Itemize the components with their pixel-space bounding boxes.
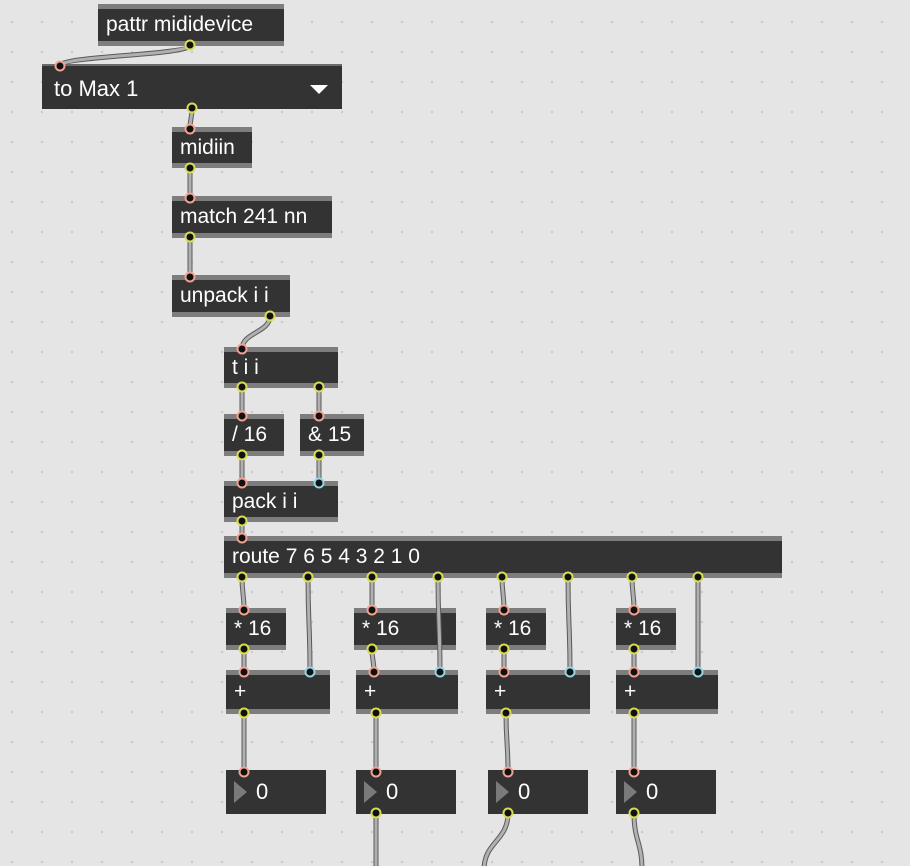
triangle-icon xyxy=(364,781,377,803)
patch-cable[interactable] xyxy=(240,315,272,350)
patch-cable[interactable] xyxy=(305,576,313,673)
number-value: 0 xyxy=(646,779,659,804)
divide-object[interactable]: / 16 xyxy=(224,414,284,456)
patch-cable[interactable] xyxy=(188,107,194,130)
pattr-object[interactable]: pattr mididevice xyxy=(98,4,284,46)
patch-cable[interactable] xyxy=(370,648,376,673)
triangle-icon xyxy=(234,781,247,803)
patch-cable[interactable] xyxy=(503,712,511,773)
patch-cable[interactable] xyxy=(630,576,636,611)
patch-cable[interactable] xyxy=(240,576,246,611)
patch-cable[interactable] xyxy=(565,576,573,673)
patch-cable[interactable] xyxy=(58,43,192,68)
patch-cable[interactable] xyxy=(499,576,507,611)
number-box[interactable]: 0 xyxy=(616,770,716,814)
number-box[interactable]: 0 xyxy=(488,770,588,814)
bitand-object[interactable]: & 15 xyxy=(300,414,364,456)
patch-cable[interactable] xyxy=(631,812,645,866)
patch-cable[interactable] xyxy=(239,315,273,350)
midiin-object[interactable]: midiin xyxy=(172,127,252,168)
patch-cable[interactable] xyxy=(500,576,506,611)
triangle-icon xyxy=(496,781,509,803)
patch-cable[interactable] xyxy=(481,812,511,866)
patch-cable[interactable] xyxy=(629,576,637,611)
menu-selected-label: to Max 1 xyxy=(54,76,139,101)
patch-cable[interactable] xyxy=(504,712,510,773)
add-object[interactable]: + xyxy=(356,670,458,714)
add-object[interactable]: + xyxy=(486,670,590,714)
patch-cable[interactable] xyxy=(187,107,195,130)
number-box[interactable]: 0 xyxy=(226,770,326,814)
trigger-object[interactable]: t i i xyxy=(224,347,338,388)
unpack-object[interactable]: unpack i i xyxy=(172,275,290,317)
match-object[interactable]: match 241 nn xyxy=(172,196,332,238)
triangle-icon xyxy=(624,781,637,803)
patch-cable[interactable] xyxy=(482,812,510,866)
patch-cable[interactable] xyxy=(632,812,644,866)
number-value: 0 xyxy=(518,779,531,804)
number-value: 0 xyxy=(256,779,269,804)
patch-cable[interactable] xyxy=(57,42,193,69)
multiply-object[interactable]: * 16 xyxy=(354,608,456,650)
patch-cable[interactable] xyxy=(306,576,312,673)
route-object[interactable]: route 7 6 5 4 3 2 1 0 xyxy=(224,536,782,578)
patch-cable[interactable] xyxy=(369,648,377,673)
multiply-object[interactable]: * 16 xyxy=(616,608,676,650)
number-value: 0 xyxy=(386,779,399,804)
midi-device-menu[interactable]: to Max 1 xyxy=(42,64,342,109)
patch-cable[interactable] xyxy=(566,576,572,673)
multiply-object[interactable]: * 16 xyxy=(486,608,546,650)
multiply-object[interactable]: * 16 xyxy=(226,608,286,650)
add-object[interactable]: + xyxy=(616,670,718,714)
pack-object[interactable]: pack i i xyxy=(224,481,338,522)
number-box[interactable]: 0 xyxy=(356,770,456,814)
add-object[interactable]: + xyxy=(226,670,330,714)
chevron-down-icon[interactable] xyxy=(310,85,328,94)
patch-cable[interactable] xyxy=(239,576,247,611)
